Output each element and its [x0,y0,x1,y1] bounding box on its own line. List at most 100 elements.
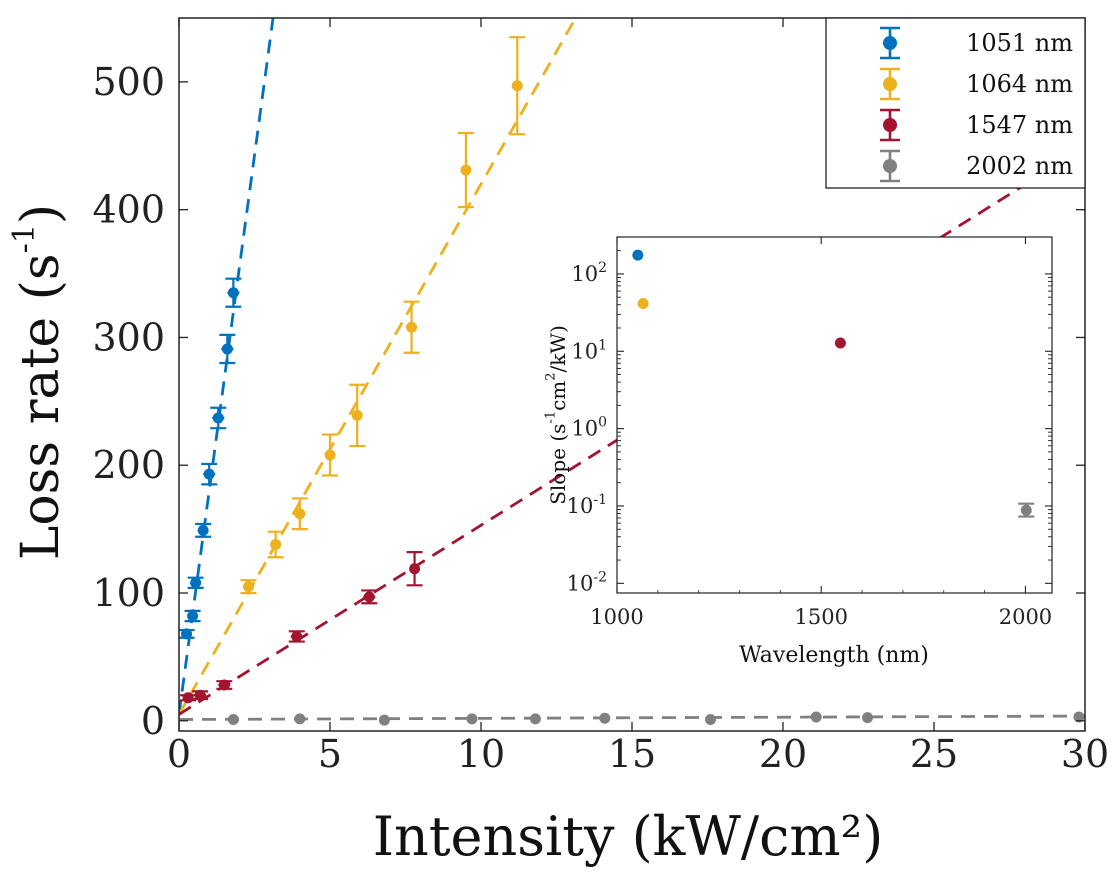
data-point [187,576,204,589]
data-point [361,589,378,605]
inset-y-axis-title: Slope (s-1​cm2​/kW) [544,325,570,505]
legend-marker [883,118,897,132]
data-point [210,406,227,430]
legend-marker [883,36,897,50]
x-tick-label: 20 [759,732,807,776]
fit-line [179,714,1085,721]
marker [212,412,224,424]
data-point [403,300,420,354]
marker [182,692,194,704]
marker [862,712,874,724]
marker [227,714,239,725]
y-tick-label: 300 [92,315,165,359]
y-tick-label: 500 [92,60,165,104]
data-point [406,551,423,587]
marker [511,80,523,92]
data-point [466,713,478,725]
inset-y-tick-label: 101 [571,337,607,363]
marker [197,524,209,536]
marker [242,581,254,593]
data-point [457,131,474,209]
marker [203,468,215,480]
inset-x-axis-title: Wavelength (nm) [739,643,929,668]
data-point [862,712,874,724]
legend-marker [883,77,897,91]
inset-data-point [632,249,644,261]
x-tick-label: 30 [1061,732,1109,776]
inset-y-tick-label: 10-1 [567,492,607,518]
data-point [192,689,209,701]
data-point [599,712,611,724]
y-axis-title: Loss rate (s-1​) [7,204,71,560]
data-point [349,383,366,448]
data-point [378,714,390,726]
marker [409,563,421,575]
marker [190,577,202,589]
legend-entry: 1064 nm [880,67,1073,101]
marker [221,343,233,355]
marker [270,538,282,550]
marker [294,713,306,725]
legend-marker [883,159,897,173]
legend-label: 2002 nm [966,152,1073,180]
marker [406,321,418,333]
marker [218,679,230,691]
marker [294,508,306,520]
data-point [227,714,239,725]
marker [378,714,390,726]
legend-label: 1547 nm [966,111,1073,139]
data-point [294,713,306,725]
data-point [216,679,233,691]
inset-y-tick-label: 10-2 [567,569,607,595]
inset-marker [834,337,846,349]
legend-entry: 1547 nm [880,108,1073,142]
x-axis-title: Intensity (kW/cm²) [373,805,884,868]
data-point [291,497,308,531]
data-points [179,36,1085,726]
data-point [219,333,236,365]
y-tick-label: 200 [92,443,165,487]
x-tick-label: 15 [608,732,656,776]
legend-box [825,17,1086,189]
marker [291,630,303,642]
data-point [195,522,212,538]
inset-background [617,237,1052,593]
data-point [288,630,305,643]
legend-entry: 2002 nm [880,149,1073,183]
data-point [240,579,257,595]
data-point [322,433,338,477]
inset-data-points [632,249,1035,518]
data-point [225,277,242,308]
marker [705,714,717,725]
inset-x-tick-label: 2000 [999,605,1052,629]
data-point [201,462,218,486]
inset-marker [632,249,644,261]
inset-x-tick-label: 1500 [794,605,847,629]
data-point [184,609,201,623]
inset-data-point [834,337,846,349]
data-point [267,530,284,559]
marker [324,449,336,461]
data-point [1073,711,1085,723]
marker [194,689,206,701]
marker [1073,711,1085,723]
marker [227,287,239,299]
marker [363,591,375,603]
marker [529,713,541,725]
data-point [180,692,197,704]
marker [599,712,611,724]
x-tick-label: 0 [167,732,191,776]
inset-plot-frame [616,236,1053,594]
inset-y-tick-label: 100 [571,415,607,441]
y-tick-label: 400 [92,188,165,232]
legend-label: 1064 nm [966,70,1073,98]
data-point [810,711,822,723]
marker [181,628,193,640]
inset-marker [637,297,649,309]
inset-marker [1020,504,1032,516]
legend-label: 1051 nm [966,29,1073,57]
y-tick-label: 0 [141,699,165,743]
inset-axes-ticks: 1000 1500 2000 10-2 10-1 100 101 102 [567,236,1052,629]
